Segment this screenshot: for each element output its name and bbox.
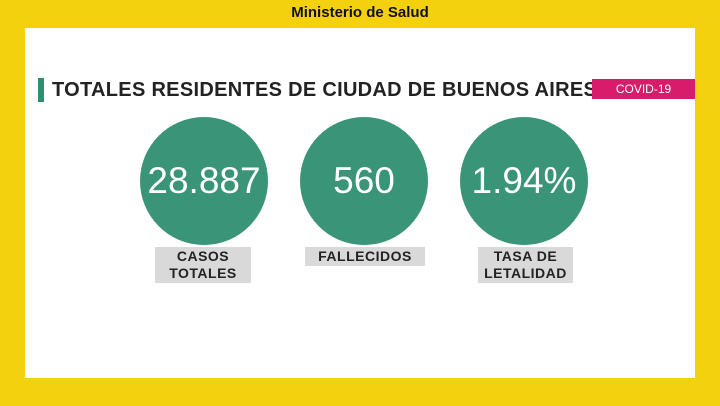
panel: TOTALES RESIDENTES DE CIUDAD DE BUENOS A… [25,28,695,378]
stat-value: 28.887 [147,160,261,201]
label-line: TOTALES [169,265,237,281]
label-line: FALLECIDOS [318,248,412,264]
stat-label: TASA DE LETALIDAD [478,247,573,283]
stat-value: 560 [333,160,395,201]
label-line: LETALIDAD [484,265,567,281]
label-line: TASA DE [493,248,558,264]
stat-circle: 560 [300,117,428,245]
stat-circle: 1.94% [460,117,588,245]
badge: COVID-19 [592,79,695,99]
stat-label: CASOS TOTALES [155,247,251,283]
stat-label: FALLECIDOS [305,247,425,266]
panel-title: TOTALES RESIDENTES DE CIUDAD DE BUENOS A… [52,79,598,101]
stat-circle: 28.887 [140,117,268,245]
label-line: CASOS [176,248,230,264]
header-title: Ministerio de Salud [291,4,429,21]
accent-bar [38,78,44,102]
stat-value: 1.94% [471,160,577,201]
